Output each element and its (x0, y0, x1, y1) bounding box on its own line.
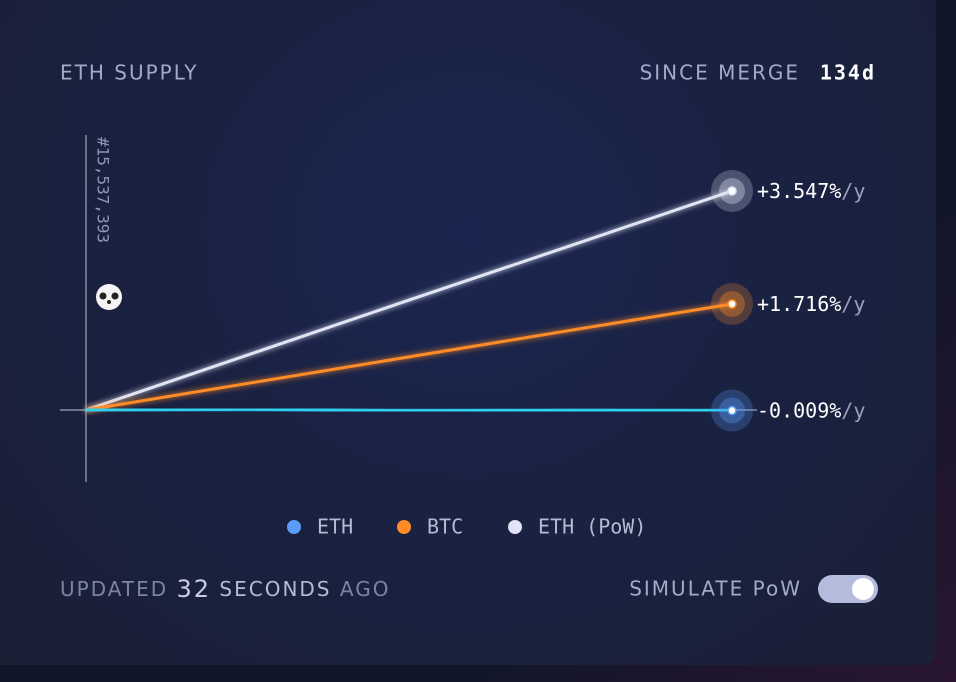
series-line (85, 407, 733, 413)
value-label-number: +3.547% (757, 178, 841, 202)
series-line (85, 189, 733, 412)
block-label: #15,537,393 (94, 137, 113, 243)
updated-label: UPDATED (60, 577, 168, 601)
end-point (727, 186, 737, 196)
toggle-label: SIMULATE PoW (629, 577, 802, 601)
updated-unit: SECONDS (219, 577, 331, 601)
value-label: -0.009%/y (757, 398, 865, 422)
value-label-suffix: /y (841, 398, 865, 422)
updated-ago: AGO (340, 577, 391, 601)
legend-label: ETH (PoW) (538, 515, 646, 539)
value-label-number: +1.716% (757, 292, 841, 316)
value-label-suffix: /y (841, 178, 865, 202)
value-label: +3.547%/y (757, 178, 865, 202)
toggle[interactable] (818, 575, 878, 603)
legend-dot (287, 520, 301, 534)
updated: UPDATED 32 SECONDS AGO (60, 575, 390, 603)
value-label-number: -0.009% (757, 398, 841, 422)
panda-icon (96, 284, 122, 310)
legend-dot (397, 520, 411, 534)
legend-label: BTC (427, 515, 463, 539)
updated-amount: 32 (177, 575, 212, 603)
legend-label: ETH (317, 515, 353, 539)
end-point (727, 405, 737, 416)
value-label: +1.716%/y (757, 292, 865, 316)
series-line (85, 302, 733, 412)
end-point (727, 299, 737, 309)
title: ETH SUPPLY (60, 61, 198, 85)
since-label: SINCE MERGE (640, 61, 800, 85)
since-value: 134d (820, 61, 876, 85)
legend-dot (508, 520, 522, 534)
value-label-suffix: /y (841, 292, 865, 316)
card (0, 0, 936, 665)
